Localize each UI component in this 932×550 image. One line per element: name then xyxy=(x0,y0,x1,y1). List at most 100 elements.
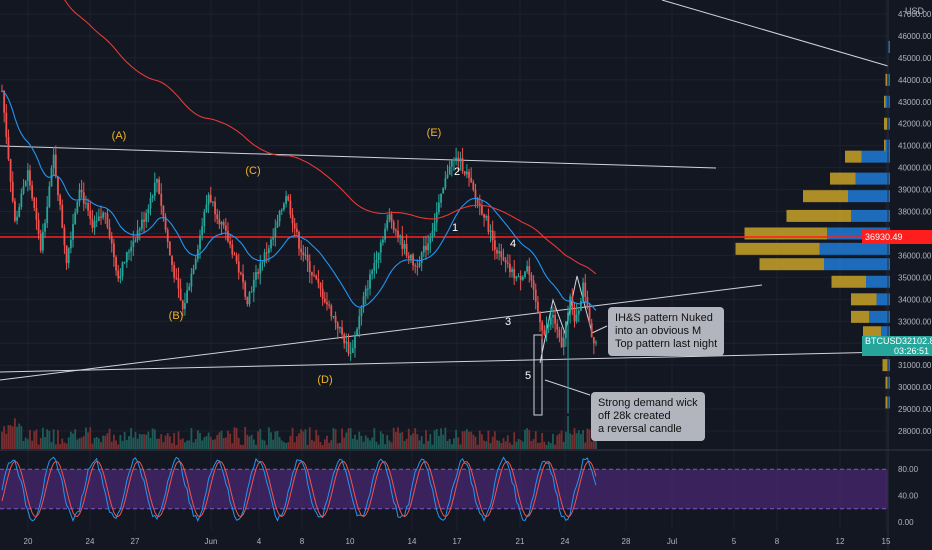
profile-bar-blue xyxy=(861,150,890,163)
volume-bar xyxy=(504,441,507,449)
volume-bar xyxy=(547,441,550,449)
stochastic-d-line xyxy=(1,460,597,518)
candle-body xyxy=(397,230,399,238)
profile-bar-gold xyxy=(803,190,848,203)
volume-bar xyxy=(74,429,77,449)
volume-bar xyxy=(259,428,262,449)
candle-body xyxy=(399,235,402,238)
volume-bar xyxy=(143,434,145,449)
candle-body xyxy=(584,282,587,297)
volume-bar xyxy=(255,444,257,449)
candle-body xyxy=(67,248,70,264)
volume-bar xyxy=(319,442,322,449)
volume-bar xyxy=(89,427,92,449)
candle-body xyxy=(14,201,16,221)
candle-body xyxy=(97,216,100,221)
time-tick-label: 15 xyxy=(882,537,891,546)
candle-body xyxy=(171,255,173,265)
volume-bar xyxy=(536,443,539,449)
wave-label: (C) xyxy=(245,165,260,177)
candle-body xyxy=(328,304,331,306)
candle-body xyxy=(595,342,597,344)
profile-bar-blue xyxy=(866,275,890,288)
candle-body xyxy=(181,300,184,310)
candle-body xyxy=(151,195,154,199)
volume-bar xyxy=(293,442,296,449)
volume-bar xyxy=(349,428,352,449)
volume-bar xyxy=(556,435,559,449)
volume-bar xyxy=(3,426,6,449)
candle-body xyxy=(590,323,593,338)
candle-body xyxy=(115,256,117,271)
volume-bar xyxy=(41,427,44,449)
time-tick-label: 21 xyxy=(516,537,525,546)
candle-body xyxy=(246,296,249,305)
m-pattern-line xyxy=(539,275,593,364)
candle-body xyxy=(188,286,191,291)
candle-body xyxy=(459,158,462,162)
profile-bar-blue xyxy=(824,258,890,271)
candle-body xyxy=(422,245,425,253)
volume-bar xyxy=(248,436,251,449)
candle-body xyxy=(280,209,283,212)
volume-bar xyxy=(125,439,128,449)
volume-bar xyxy=(418,440,421,449)
candle-body xyxy=(476,197,479,204)
volume-bar xyxy=(9,425,12,449)
candle-body xyxy=(369,274,371,289)
candle-body xyxy=(405,243,408,256)
volume-bar xyxy=(498,440,501,449)
volume-bar xyxy=(295,436,298,449)
volume-bar xyxy=(205,436,208,449)
volume-bar xyxy=(257,431,260,449)
price-tick-label: 42000.00 xyxy=(898,120,932,129)
candle-body xyxy=(11,181,14,202)
volume-bar xyxy=(65,443,68,449)
volume-bar xyxy=(117,444,120,449)
candle-body xyxy=(65,245,68,264)
trendline xyxy=(0,351,889,373)
candle-body xyxy=(186,290,188,304)
volume-bar xyxy=(287,442,290,449)
volume-bar xyxy=(491,436,494,449)
volume-bar xyxy=(22,440,25,449)
volume-bar xyxy=(302,431,305,449)
volume-bar xyxy=(29,429,31,449)
candle-body xyxy=(504,259,507,263)
candle-body xyxy=(403,243,406,249)
candle-body xyxy=(541,322,544,331)
volume-bar xyxy=(422,443,425,449)
price-tick-label: 44000.00 xyxy=(898,76,932,85)
volume-bar xyxy=(237,437,240,449)
candle-body xyxy=(326,302,328,305)
candle-body xyxy=(308,261,311,273)
candle-body xyxy=(366,288,369,290)
price-tick-label: 33000.00 xyxy=(898,317,932,326)
candle-body xyxy=(521,276,524,280)
candle-body xyxy=(5,112,8,137)
volume-bar xyxy=(386,435,389,449)
volume-bar xyxy=(304,429,307,449)
volume-bar xyxy=(592,435,595,449)
candle-body xyxy=(224,225,227,231)
price-tick-label: 46000.00 xyxy=(898,32,932,41)
volume-bar xyxy=(280,440,283,449)
candle-body xyxy=(285,196,287,204)
annotation-demand-wick: Strong demand wick off 28k created a rev… xyxy=(591,392,705,441)
volume-bar xyxy=(444,427,447,449)
volume-bar xyxy=(244,427,247,449)
volume-bar xyxy=(366,437,369,449)
candle-body xyxy=(351,348,354,353)
price-tick-label: 29000.00 xyxy=(898,405,932,414)
volume-bar xyxy=(472,434,475,449)
price-tick-label: 34000.00 xyxy=(898,295,932,304)
candle-body xyxy=(52,154,55,169)
candle-body xyxy=(39,233,42,251)
time-tick-label: 24 xyxy=(561,537,570,546)
demand-wick-box xyxy=(533,334,543,416)
volume-bar xyxy=(519,439,522,449)
candle-body xyxy=(465,171,468,175)
volume-bar xyxy=(440,428,442,449)
profile-bar-gold xyxy=(882,359,889,372)
